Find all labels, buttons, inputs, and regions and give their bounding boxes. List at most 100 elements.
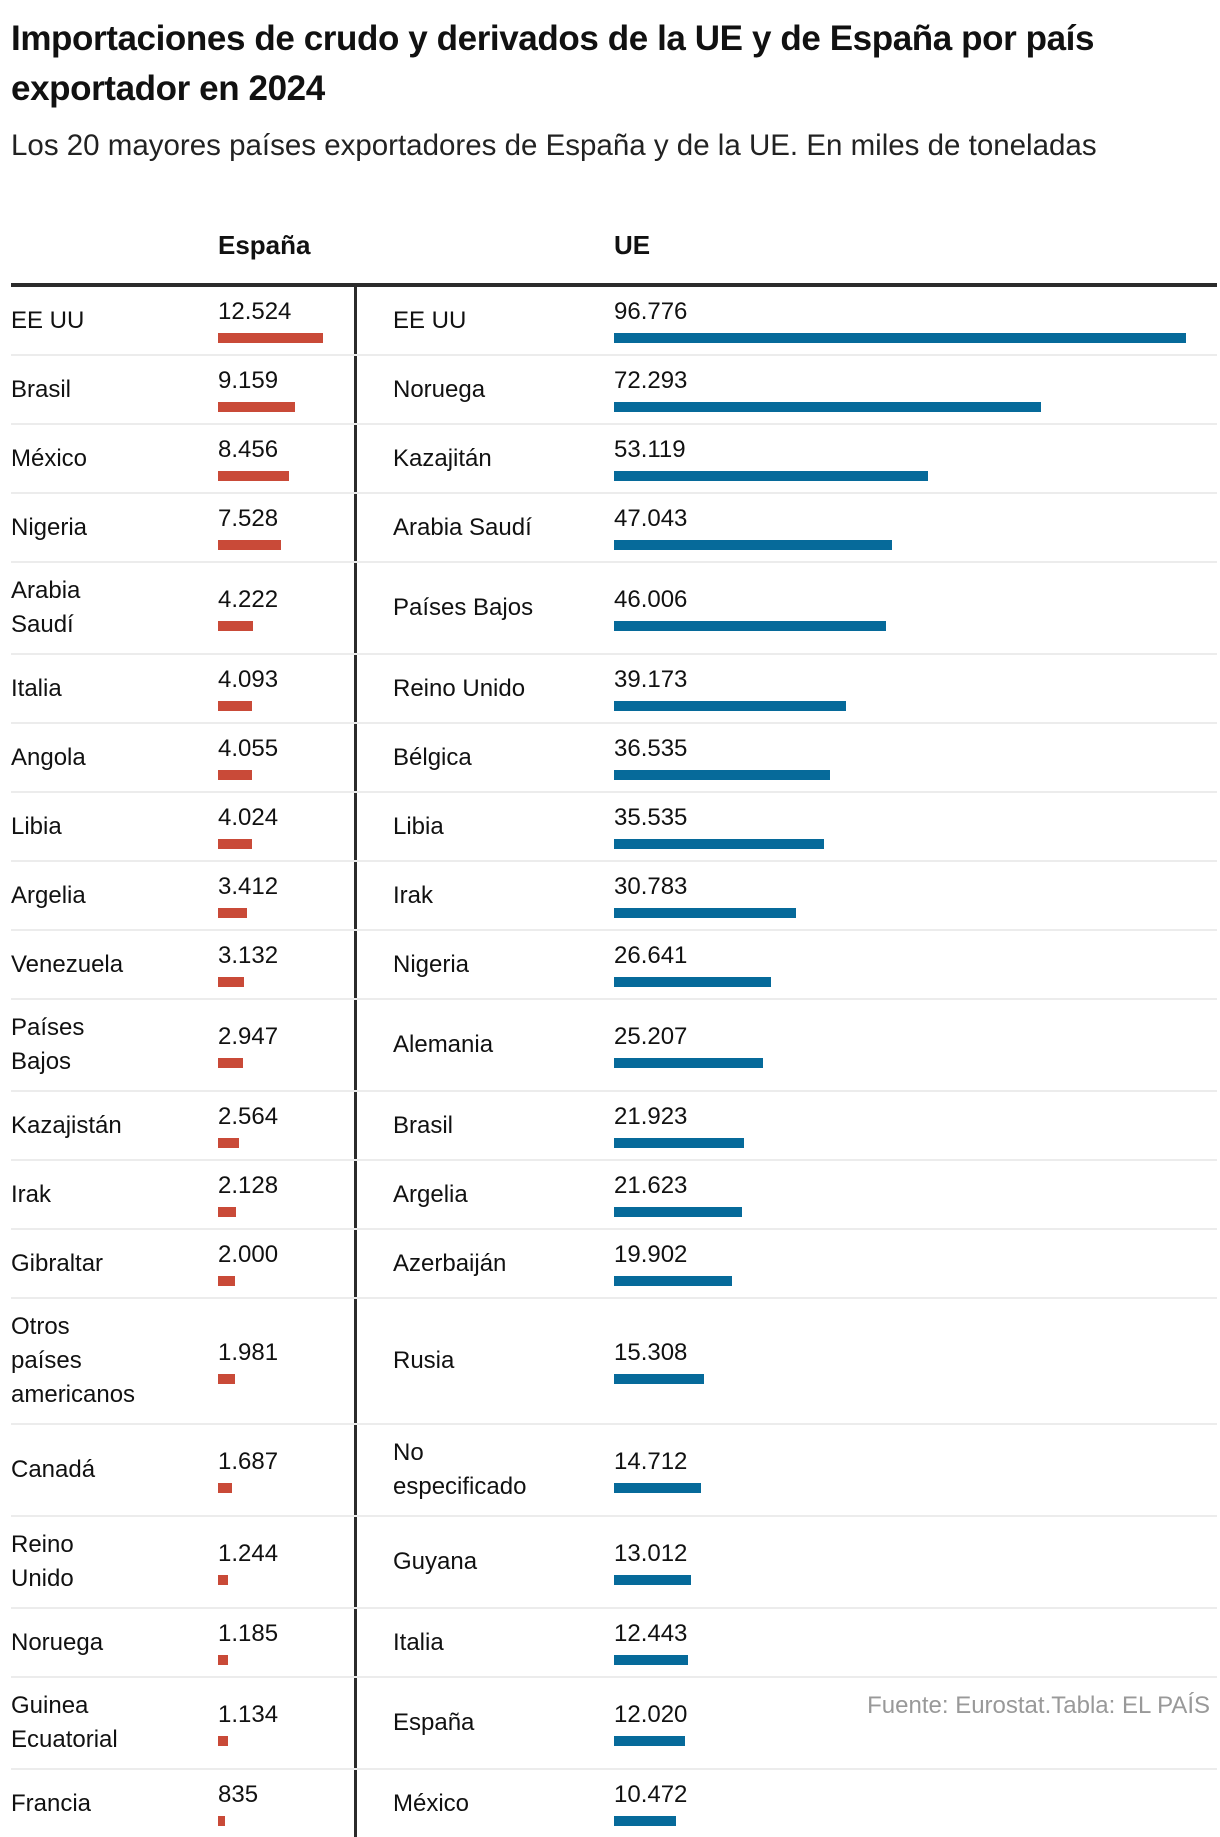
- espana-bar: [218, 620, 254, 631]
- espana-country-cell: Guinea Ecuatorial: [11, 1678, 218, 1768]
- espana-country-name: Gibraltar: [11, 1249, 104, 1277]
- ue-country-cell: Brasil: [357, 1092, 614, 1159]
- ue-value-label: 72.293: [614, 367, 688, 394]
- espana-value-block: 1.185: [218, 1620, 278, 1665]
- espana-country-cell: Francia: [11, 1770, 218, 1837]
- espana-value-cell: 8.456: [218, 425, 357, 492]
- ue-value-cell: 72.293: [614, 356, 1217, 423]
- table-row: Francia 835 México 10.472: [11, 1770, 1217, 1837]
- ue-bar: [614, 770, 830, 780]
- ue-value-cell: 35.535: [614, 793, 1217, 860]
- ue-bar: [614, 620, 886, 631]
- espana-value-block: 7.528: [218, 505, 282, 550]
- espana-value-block: 1.244: [218, 1540, 278, 1585]
- espana-value-label: 4.093: [218, 666, 279, 693]
- ue-value-label: 12.443: [614, 1620, 688, 1647]
- ue-value-cell: 26.641: [614, 931, 1217, 998]
- ue-value-cell: 47.043: [614, 494, 1217, 561]
- ue-value-cell: 15.308: [614, 1299, 1217, 1423]
- ue-value-label: 21.923: [614, 1103, 688, 1130]
- espana-value-block: 8.456: [218, 436, 289, 481]
- ue-value-label: 13.012: [614, 1539, 688, 1567]
- espana-value-label: 4.024: [218, 804, 279, 831]
- ue-country-cell: México: [357, 1770, 614, 1837]
- ue-bar: [614, 333, 1186, 343]
- ue-bar: [614, 1655, 688, 1665]
- table-row: Noruega 1.185 Italia 12.443: [11, 1609, 1217, 1678]
- espana-country-name: Francia: [11, 1789, 92, 1817]
- ue-value-label: 15.308: [614, 1338, 688, 1366]
- espana-value-block: 12.524: [218, 298, 323, 343]
- espana-value-label: 2.564: [218, 1103, 279, 1130]
- espana-country-cell: Irak: [11, 1161, 218, 1228]
- espana-bar: [218, 402, 295, 412]
- espana-country-name: Otros países americanos: [11, 1313, 136, 1408]
- espana-value-label: 4.222: [218, 585, 279, 613]
- ue-value-label: 53.119: [614, 436, 686, 463]
- espana-country-name: Nigeria: [11, 513, 88, 541]
- ue-value-block: 46.006: [614, 586, 886, 631]
- ue-value-cell: 21.923: [614, 1092, 1217, 1159]
- espana-country-cell: Libia: [11, 793, 218, 860]
- ue-country-name: Argelia: [393, 1180, 468, 1208]
- espana-bar: [218, 1057, 243, 1068]
- column-header-espana: España: [218, 230, 311, 260]
- ue-country-cell: España: [357, 1678, 614, 1768]
- espana-value-label: 3.412: [218, 873, 279, 900]
- ue-value-label: 14.712: [614, 1447, 688, 1475]
- espana-bar: [218, 1482, 233, 1493]
- ue-country-name: Rusia: [393, 1347, 455, 1374]
- ue-value-block: 13.012: [614, 1540, 691, 1585]
- ue-bar: [614, 1373, 705, 1384]
- ue-value-block: 12.020: [614, 1701, 687, 1746]
- espana-value-label: 12.524: [218, 298, 292, 325]
- ue-bar: [614, 1735, 686, 1746]
- espana-country-name: Irak: [11, 1180, 52, 1208]
- espana-country-name: Italia: [11, 674, 62, 702]
- espana-country-name: Guinea Ecuatorial: [11, 1692, 118, 1753]
- ue-bar: [614, 1574, 691, 1585]
- espana-value-label: 3.132: [218, 942, 279, 969]
- ue-country-cell: No especificado: [357, 1425, 614, 1515]
- espana-country-name: Brasil: [11, 375, 72, 403]
- espana-bar: [218, 839, 252, 849]
- ue-country-cell: Bélgica: [357, 724, 614, 791]
- ue-bar: [614, 471, 928, 481]
- espana-value-cell: 2.000: [218, 1230, 357, 1297]
- table-row: Otros países americanos 1.981 Rusia 15.308: [11, 1299, 1217, 1425]
- ue-country-cell: Países Bajos: [357, 563, 614, 653]
- ue-country-cell: Arabia Saudí: [357, 494, 614, 561]
- ue-country-name: EE UU: [393, 306, 467, 334]
- espana-country-name: Arabia Saudí: [11, 577, 81, 638]
- ue-value-cell: 10.472: [614, 1770, 1217, 1837]
- ue-value-block: 53.119: [614, 436, 928, 481]
- ue-country-name: Reino Unido: [393, 674, 526, 702]
- ue-value-block: 14.712: [614, 1448, 701, 1493]
- espana-value-block: 1.134: [218, 1701, 278, 1746]
- espana-bar: [218, 908, 247, 918]
- ue-bar: [614, 977, 772, 987]
- espana-bar: [218, 1816, 225, 1826]
- espana-bar: [218, 1373, 235, 1384]
- espana-bar: [218, 977, 245, 987]
- ue-country-name: Noruega: [393, 375, 486, 403]
- chart-subtitle: Los 20 mayores países exportadores de Es…: [11, 129, 1097, 162]
- ue-value-label: 21.623: [614, 1172, 688, 1199]
- espana-value-block: 2.947: [218, 1023, 278, 1068]
- table-row: Italia 4.093 Reino Unido 39.173: [11, 655, 1217, 724]
- table-row: México 8.456 Kazajitán 53.119: [11, 425, 1217, 494]
- espana-value-block: 2.000: [218, 1241, 278, 1286]
- espana-country-cell: Italia: [11, 655, 218, 722]
- ue-country-cell: Azerbaiján: [357, 1230, 614, 1297]
- ue-value-cell: 19.902: [614, 1230, 1217, 1297]
- espana-bar: [218, 1207, 236, 1217]
- ue-value-label: 46.006: [614, 585, 688, 613]
- ue-value-block: 30.783: [614, 873, 796, 918]
- espana-value-block: 1.981: [218, 1339, 278, 1384]
- espana-country-name: EE UU: [11, 306, 85, 334]
- ue-value-cell: 39.173: [614, 655, 1217, 722]
- espana-country-name: Noruega: [11, 1628, 104, 1656]
- ue-bar: [614, 701, 846, 711]
- espana-value-cell: 2.947: [218, 1000, 357, 1090]
- espana-value-block: 3.412: [218, 873, 278, 918]
